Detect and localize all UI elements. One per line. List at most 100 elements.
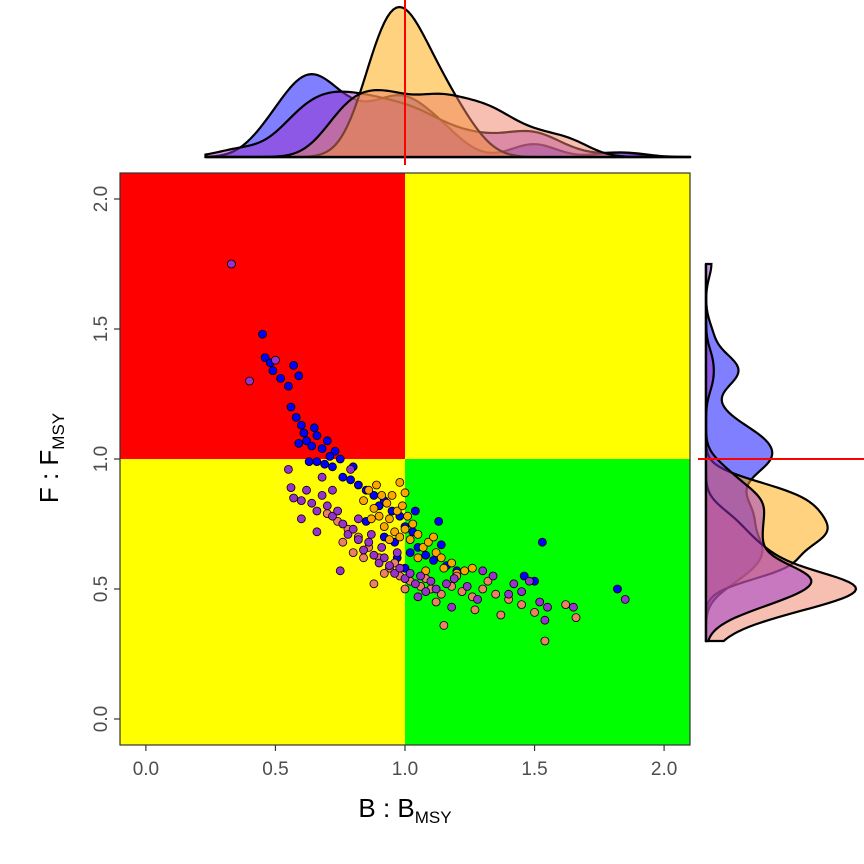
- quadrant-overfished-sustainable: [120, 459, 405, 745]
- scatter-point: [284, 381, 293, 391]
- scatter-point: [322, 501, 332, 511]
- scatter-point: [385, 535, 394, 544]
- scatter-point: [530, 608, 539, 617]
- scatter-point: [343, 530, 353, 539]
- scatter-point: [346, 464, 355, 474]
- scatter-point: [291, 412, 301, 422]
- scatter-point: [423, 537, 433, 547]
- scatter-point: [353, 535, 363, 544]
- scatter-point: [408, 519, 418, 529]
- scatter-point: [431, 584, 441, 594]
- scatter-point: [338, 519, 348, 529]
- scatter-point: [436, 553, 446, 563]
- scatter-point: [535, 597, 545, 607]
- scatter-point: [491, 589, 501, 599]
- x-axis-title-sub: MSY: [415, 808, 452, 827]
- scatter-point: [543, 602, 552, 612]
- scatter-point: [524, 576, 534, 586]
- scatter-point: [374, 558, 384, 568]
- scatter-point: [312, 506, 322, 516]
- x-tick-label: 0.5: [262, 759, 288, 780]
- scatter-point: [312, 457, 322, 467]
- scatter-point: [470, 605, 480, 615]
- scatter-point: [379, 569, 389, 578]
- scatter-point: [335, 454, 345, 464]
- scatter-point: [364, 537, 374, 547]
- scatter-point: [431, 548, 441, 557]
- scatter-point: [338, 472, 348, 482]
- scatter-point: [369, 503, 379, 513]
- scatter-point: [317, 490, 327, 500]
- x-tick-label: 1.0: [392, 759, 418, 780]
- scatter-point: [312, 527, 322, 537]
- right-density-curve: [704, 262, 813, 643]
- scatter-point: [447, 602, 457, 612]
- scatter-point: [613, 584, 622, 594]
- scatter-point: [517, 600, 526, 609]
- scatter-point: [467, 563, 477, 573]
- scatter-point: [258, 329, 267, 339]
- scatter-point: [449, 574, 459, 583]
- scatter-point: [276, 373, 286, 383]
- scatter-point: [348, 548, 358, 557]
- scatter-point: [289, 360, 298, 370]
- right-marginal-density: [704, 262, 858, 643]
- scatter-point: [307, 441, 317, 451]
- x-tick-label: 2.0: [651, 759, 677, 780]
- scatter-point: [509, 579, 519, 589]
- scatter-point: [569, 602, 578, 612]
- scatter-point: [328, 485, 337, 495]
- scatter-point: [330, 446, 340, 456]
- scatter-point: [333, 506, 343, 516]
- scatter-point: [418, 543, 428, 552]
- scatter-point: [325, 451, 335, 461]
- scatter-point: [335, 566, 345, 576]
- scatter-point: [304, 457, 314, 467]
- scatter-point: [245, 376, 254, 386]
- scatter-point: [540, 636, 550, 646]
- scatter-point: [421, 587, 431, 596]
- scatter-point: [478, 566, 488, 576]
- scatter-point: [571, 613, 581, 622]
- scatter-point: [312, 431, 322, 441]
- scatter-point: [294, 371, 304, 381]
- scatter-point: [395, 563, 405, 573]
- scatter-point: [436, 589, 446, 599]
- scatter-point: [405, 548, 415, 557]
- scatter-point: [473, 595, 482, 604]
- scatter-point: [338, 537, 348, 547]
- scatter-point: [286, 483, 296, 493]
- scatter-point: [372, 480, 381, 490]
- y-axis-title-sub: MSY: [49, 413, 68, 450]
- scatter-point: [537, 537, 547, 547]
- quadrant-healthy-overfishing: [405, 173, 690, 459]
- scatter-point: [328, 511, 337, 521]
- y-tick-label: 1.5: [91, 316, 112, 342]
- scatter-point: [413, 530, 423, 539]
- scatter-point: [296, 514, 306, 524]
- scatter-point: [410, 579, 420, 589]
- scatter-point: [517, 587, 526, 596]
- scatter-point: [398, 501, 407, 511]
- scatter-point: [299, 428, 309, 438]
- scatter-point: [322, 436, 332, 446]
- scatter-point: [294, 438, 304, 448]
- scatter-point: [377, 543, 387, 552]
- scatter-point: [377, 490, 387, 500]
- scatter-point: [320, 459, 330, 469]
- scatter-point: [307, 498, 317, 508]
- scatter-point: [260, 353, 270, 363]
- scatter-point: [478, 584, 488, 594]
- scatter-point: [348, 524, 358, 534]
- scatter-point: [400, 524, 410, 534]
- scatter-point: [359, 545, 368, 555]
- scatter-point: [431, 597, 441, 607]
- scatter-point: [353, 514, 363, 524]
- scatter-point: [271, 355, 280, 365]
- y-axis-title-main: F : F: [34, 450, 64, 503]
- scatter-point: [457, 587, 467, 596]
- scatter-point: [403, 511, 412, 521]
- y-tick-label: 1.0: [91, 446, 112, 472]
- scatter-point: [400, 488, 410, 498]
